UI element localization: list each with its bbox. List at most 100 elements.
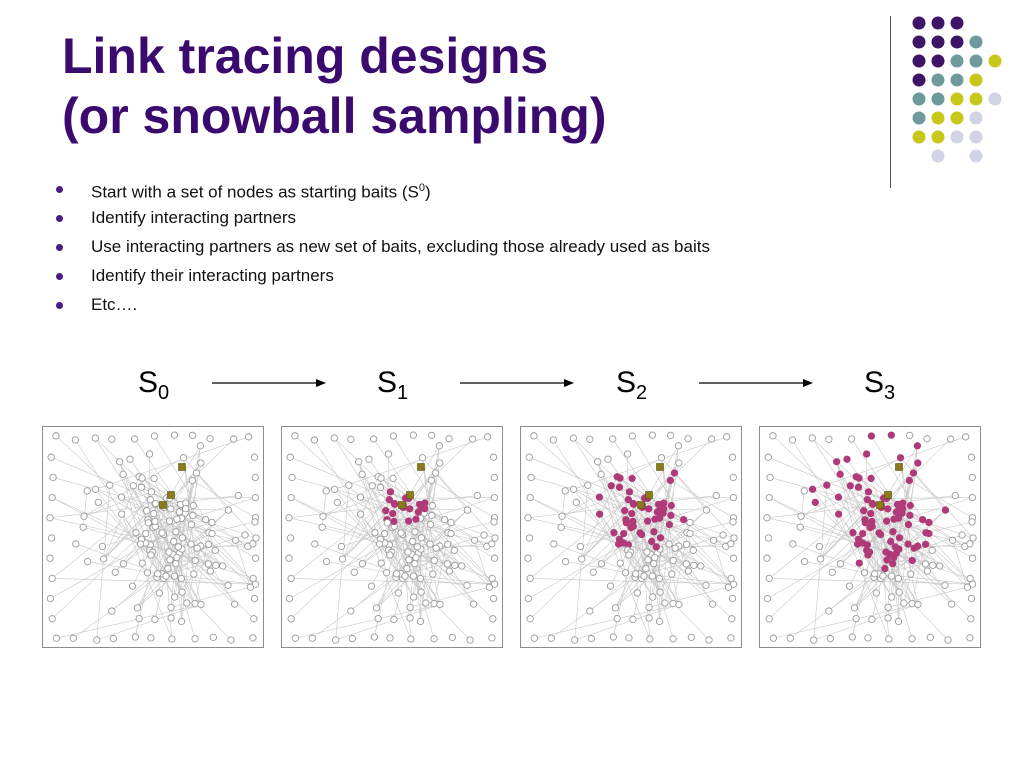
network-edge xyxy=(454,550,490,588)
sampled-node xyxy=(925,518,933,527)
network-node xyxy=(166,556,174,564)
bullet-item: Identify interacting partners xyxy=(52,203,710,232)
network-node xyxy=(848,633,856,641)
network-node xyxy=(319,512,327,520)
sampled-node xyxy=(652,543,660,551)
network-node xyxy=(249,634,257,642)
bullet-item: Identify their interacting partners xyxy=(52,261,710,290)
network-node xyxy=(430,635,438,643)
sampled-node xyxy=(628,509,636,518)
network-edge xyxy=(574,604,680,641)
network-node xyxy=(719,531,727,539)
network-node xyxy=(229,435,238,443)
network-node xyxy=(285,554,293,562)
network-node xyxy=(212,561,220,569)
network-node xyxy=(173,553,181,562)
sampled-node xyxy=(896,454,905,462)
network-node xyxy=(921,560,929,568)
network-node xyxy=(119,470,127,478)
network-node xyxy=(93,636,101,644)
network-edge xyxy=(800,491,869,517)
network-node xyxy=(168,635,176,643)
network-edge xyxy=(95,436,249,490)
network-edge xyxy=(360,514,412,640)
network-node xyxy=(490,473,498,482)
bait-node xyxy=(876,501,884,509)
network-node xyxy=(674,442,683,450)
network-node xyxy=(143,507,151,515)
sampled-node xyxy=(833,458,841,466)
sampled-node xyxy=(680,515,688,524)
network-node xyxy=(569,434,577,442)
decor-dot xyxy=(931,35,945,49)
network-node xyxy=(371,529,379,537)
network-edge xyxy=(530,578,734,585)
network-node xyxy=(526,615,534,623)
network-node xyxy=(358,560,367,568)
decor-dot xyxy=(988,54,1002,68)
network-node xyxy=(204,560,212,568)
sampled-node xyxy=(390,517,398,526)
bait-node xyxy=(159,501,167,509)
network-node xyxy=(584,481,592,489)
network-node xyxy=(730,534,738,542)
network-node xyxy=(191,600,199,608)
network-node xyxy=(800,557,809,566)
network-node xyxy=(724,583,733,591)
network-node xyxy=(958,531,966,539)
network-node xyxy=(587,634,595,643)
network-node xyxy=(530,432,538,440)
decor-dot xyxy=(969,130,983,144)
network-node xyxy=(151,499,160,508)
sampled-node xyxy=(904,520,913,529)
network-node xyxy=(817,555,825,563)
network-node xyxy=(458,562,466,570)
network-edge xyxy=(337,502,471,641)
network-node xyxy=(682,560,690,568)
network-node xyxy=(702,581,710,589)
network-node xyxy=(941,581,949,589)
network-node xyxy=(234,491,242,500)
network-node xyxy=(397,529,405,537)
network-node xyxy=(179,454,188,462)
sampled-node xyxy=(823,481,831,489)
network-edge xyxy=(169,497,256,499)
network-node xyxy=(322,487,330,495)
decor-dot xyxy=(969,111,983,125)
sampled-node xyxy=(389,509,397,518)
network-edge xyxy=(639,550,694,576)
network-node xyxy=(948,536,957,544)
network-node xyxy=(196,442,205,450)
sampled-node xyxy=(629,499,638,508)
network-node xyxy=(165,548,173,556)
network-edge xyxy=(878,563,926,575)
network-node xyxy=(629,615,637,624)
network-node xyxy=(463,581,471,589)
sampled-node xyxy=(908,556,916,565)
network-node xyxy=(130,435,139,443)
sampled-node xyxy=(808,485,817,493)
network-node xyxy=(436,600,444,609)
network-node xyxy=(669,556,677,565)
network-node xyxy=(669,600,677,608)
network-node xyxy=(723,433,731,441)
bait-node xyxy=(895,463,903,471)
network-node xyxy=(470,536,479,544)
sampled-node xyxy=(889,560,897,568)
sampled-node xyxy=(650,528,658,536)
network-edge xyxy=(474,540,490,588)
network-node xyxy=(613,614,621,623)
network-node xyxy=(162,572,170,580)
network-panel-s2 xyxy=(520,426,742,648)
network-edge xyxy=(799,490,805,528)
network-node xyxy=(571,636,579,644)
network-edge xyxy=(387,522,398,574)
network-node xyxy=(900,599,908,607)
network-node xyxy=(597,470,605,478)
network-node xyxy=(98,542,107,551)
network-node xyxy=(46,594,55,603)
network-edge xyxy=(813,604,919,641)
network-edge xyxy=(447,521,495,534)
bait-node xyxy=(406,491,414,499)
network-edge xyxy=(838,496,863,534)
